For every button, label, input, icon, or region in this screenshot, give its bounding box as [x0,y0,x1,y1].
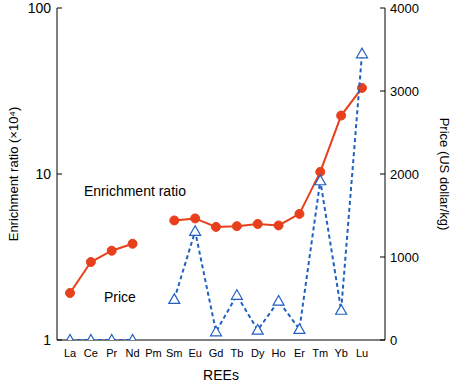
series-label: Price [104,289,136,305]
circle-marker [337,111,346,120]
x-tick-label: Pr [106,347,117,359]
circle-marker [212,222,221,231]
triangle-marker [190,226,201,236]
y2-tick [380,340,385,341]
x-tick-label: Sm [166,347,183,359]
triangle-marker [127,335,138,341]
x-tick-label: Lu [356,347,368,359]
y-tick-label: 1 [43,332,51,348]
triangle-marker [85,335,96,341]
chart-root: 11010001000200030004000LaCePrNdPmSmEuGdT… [0,0,450,388]
triangle-marker [231,290,242,300]
x-tick-label: Tb [230,347,243,359]
y-tick [57,340,62,341]
circle-marker [66,288,75,297]
triangle-marker [315,175,326,185]
y2-tick [380,257,385,258]
y2-tick-label: 2000 [390,167,419,182]
y-tick [57,8,62,9]
triangle-marker [273,295,284,305]
x-tick-label: Dy [251,347,265,359]
circle-marker [191,214,200,223]
y2-tick-label: 0 [390,333,397,348]
series-line [70,88,362,293]
x-axis-title: REEs [203,367,239,383]
y2-axis-title: Price (US dollar/kg) [437,118,450,231]
x-tick-label: Er [294,347,305,359]
y-tick-label: 100 [28,0,52,16]
x-tick-label: Tm [312,347,328,359]
series-label: Enrichment ratio [84,183,186,199]
triangle-marker [357,48,368,58]
y2-tick-label: 4000 [390,1,419,16]
y-tick-label: 10 [35,166,51,182]
triangle-marker [294,324,305,334]
plot-data [65,48,368,340]
triangle-marker [211,326,222,336]
x-tick-label: Yb [334,347,347,359]
triangle-marker [252,325,263,335]
circle-marker [86,258,95,267]
x-tick-label: Eu [188,347,201,359]
series-line [70,54,362,340]
circle-marker [107,246,116,255]
x-tick-label: Nd [126,347,140,359]
triangle-marker [106,335,117,341]
triangle-marker [65,335,76,341]
circle-marker [274,221,283,230]
x-tick-label: Gd [209,347,224,359]
circle-marker [170,216,179,225]
chart-svg: 11010001000200030004000LaCePrNdPmSmEuGdT… [0,0,450,388]
y-axis-title: Enrichment ratio (×10⁴) [6,107,21,242]
circle-marker [232,222,241,231]
triangle-marker [169,294,180,304]
x-tick-label: Ho [272,347,286,359]
triangle-marker [336,305,347,315]
x-tick-label: La [64,347,77,359]
y2-tick-label: 1000 [390,250,419,265]
y2-tick [380,174,385,175]
circle-marker [295,209,304,218]
x-tick-label: Pm [145,347,162,359]
y2-tick [380,8,385,9]
circle-marker [128,239,137,248]
y-tick [57,174,62,175]
x-tick-label: Ce [84,347,98,359]
y2-tick [380,91,385,92]
circle-marker [253,219,262,228]
y2-tick-label: 3000 [390,84,419,99]
